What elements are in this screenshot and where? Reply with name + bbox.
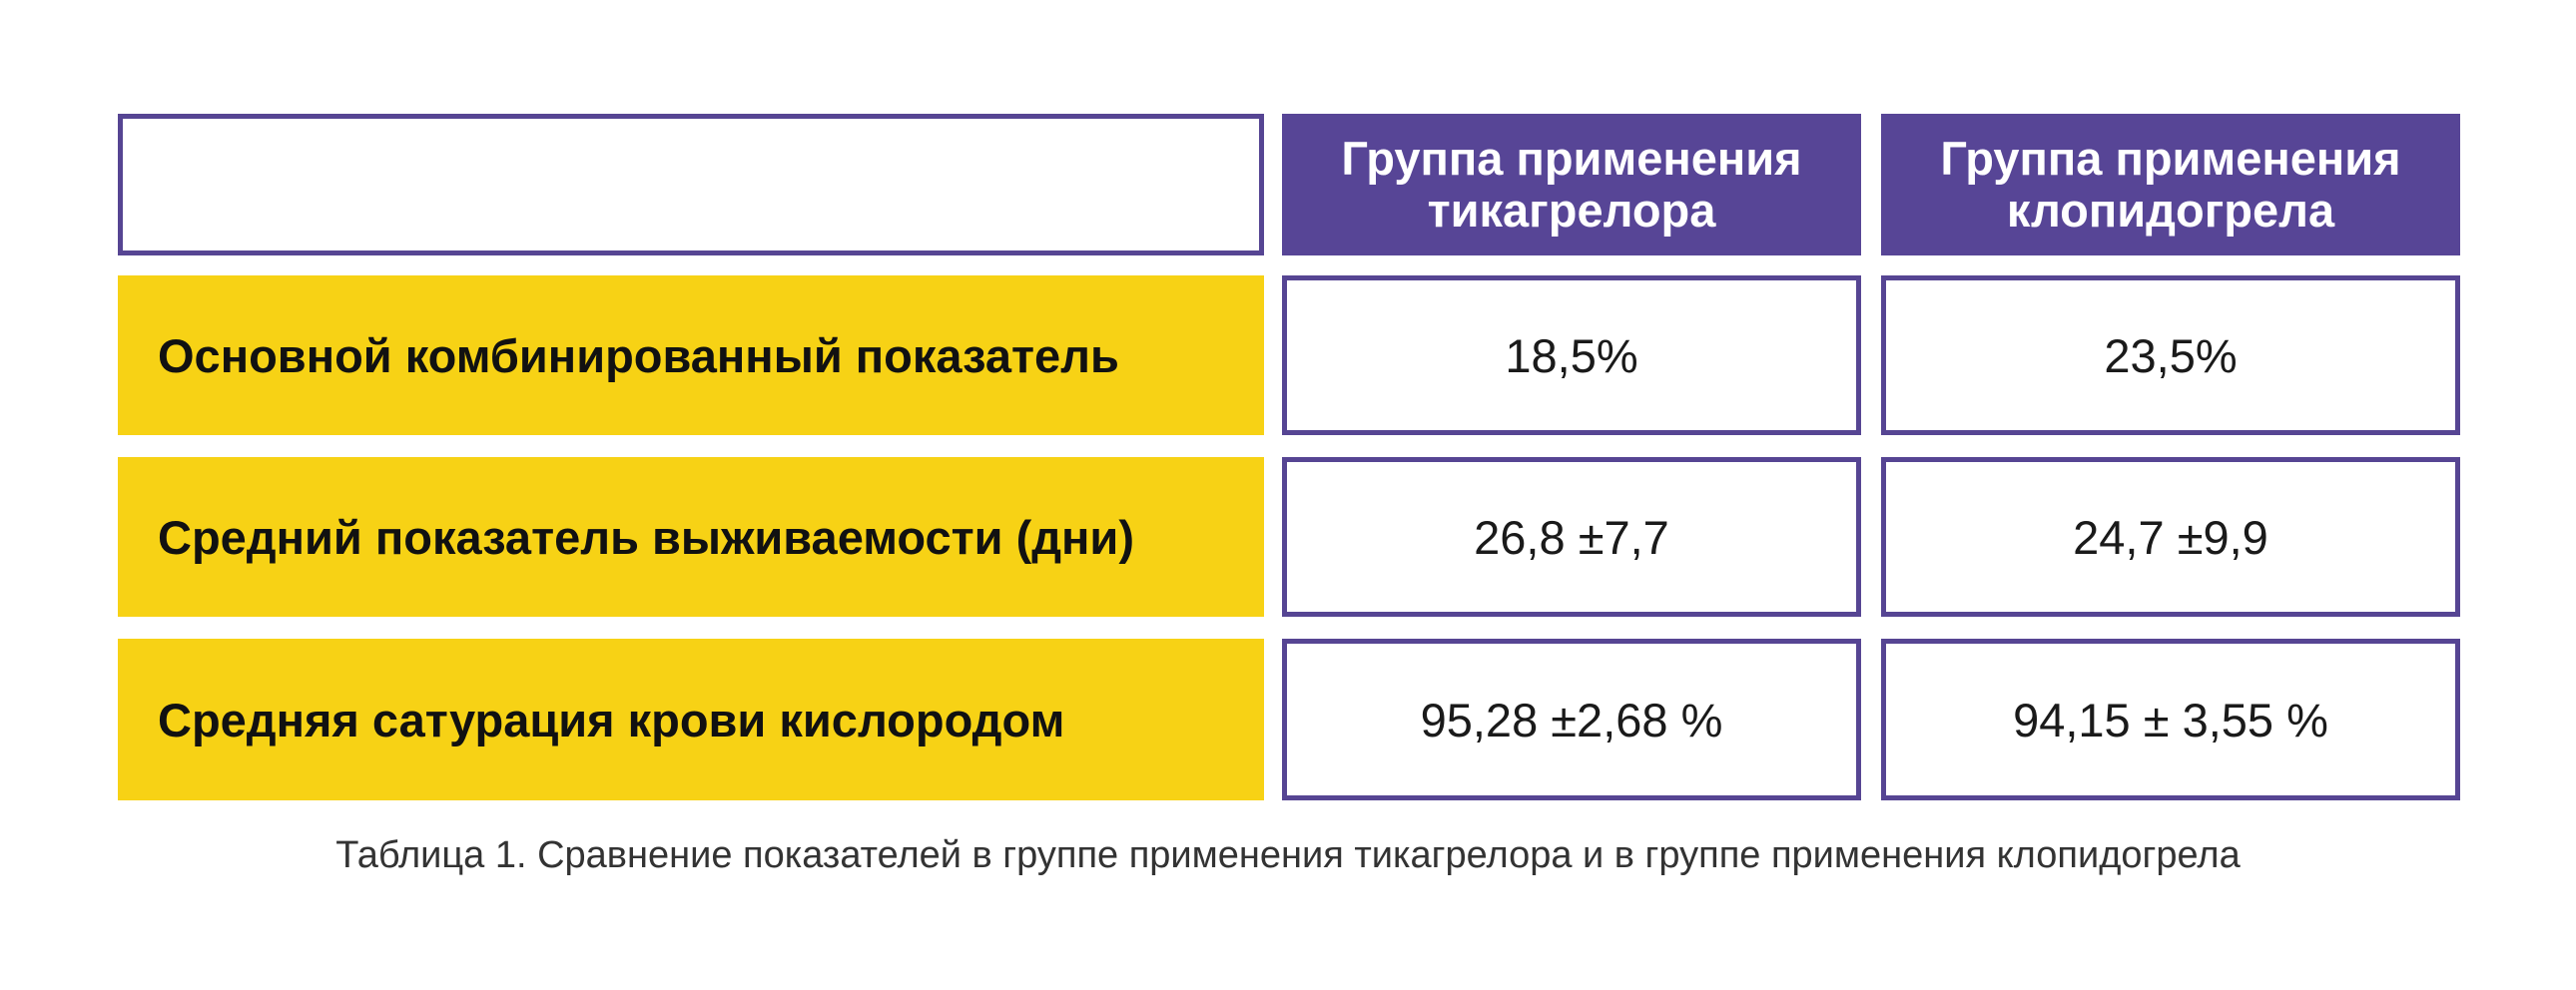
row-label-oxygen-saturation: Средняя сатурация крови кислородом [118, 639, 1264, 800]
table-caption: Таблица 1. Сравнение показателей в групп… [335, 834, 2241, 876]
cell-value: 24,7 ±9,9 [2073, 510, 2268, 564]
cell-value: 95,28 ±2,68 % [1420, 693, 1723, 746]
cell-value: 94,15 ± 3,55 % [2013, 693, 2328, 746]
row-label-combined-index: Основной комбинированный показатель [118, 275, 1264, 435]
cell-value: 23,5% [2104, 328, 2238, 382]
table-cell-clopidogrel: 23,5% [1881, 275, 2460, 435]
row-label-survival: Средний показатель выживаемости (дни) [118, 457, 1264, 617]
table-cell-ticagrelor: 18,5% [1282, 275, 1861, 435]
row-label-text: Средний показатель выживаемости (дни) [158, 510, 1134, 564]
column-header-clopidogrel-text: Группа применения клопидогрела [1940, 132, 2401, 237]
table-cell-clopidogrel: 94,15 ± 3,55 % [1881, 639, 2460, 800]
table-corner-cell [118, 114, 1264, 255]
row-label-text: Основной комбинированный показатель [158, 328, 1119, 382]
cell-value: 26,8 ±7,7 [1474, 510, 1669, 564]
column-header-clopidogrel: Группа применения клопидогрела [1881, 114, 2460, 255]
table-cell-ticagrelor: 26,8 ±7,7 [1282, 457, 1861, 617]
cell-value: 18,5% [1505, 328, 1638, 382]
table-cell-clopidogrel: 24,7 ±9,9 [1881, 457, 2460, 617]
column-header-ticagrelor-text: Группа применения тикагрелора [1341, 132, 1802, 237]
row-label-text: Средняя сатурация крови кислородом [158, 693, 1065, 746]
table-cell-ticagrelor: 95,28 ±2,68 % [1282, 639, 1861, 800]
column-header-ticagrelor: Группа применения тикагрелора [1282, 114, 1861, 255]
